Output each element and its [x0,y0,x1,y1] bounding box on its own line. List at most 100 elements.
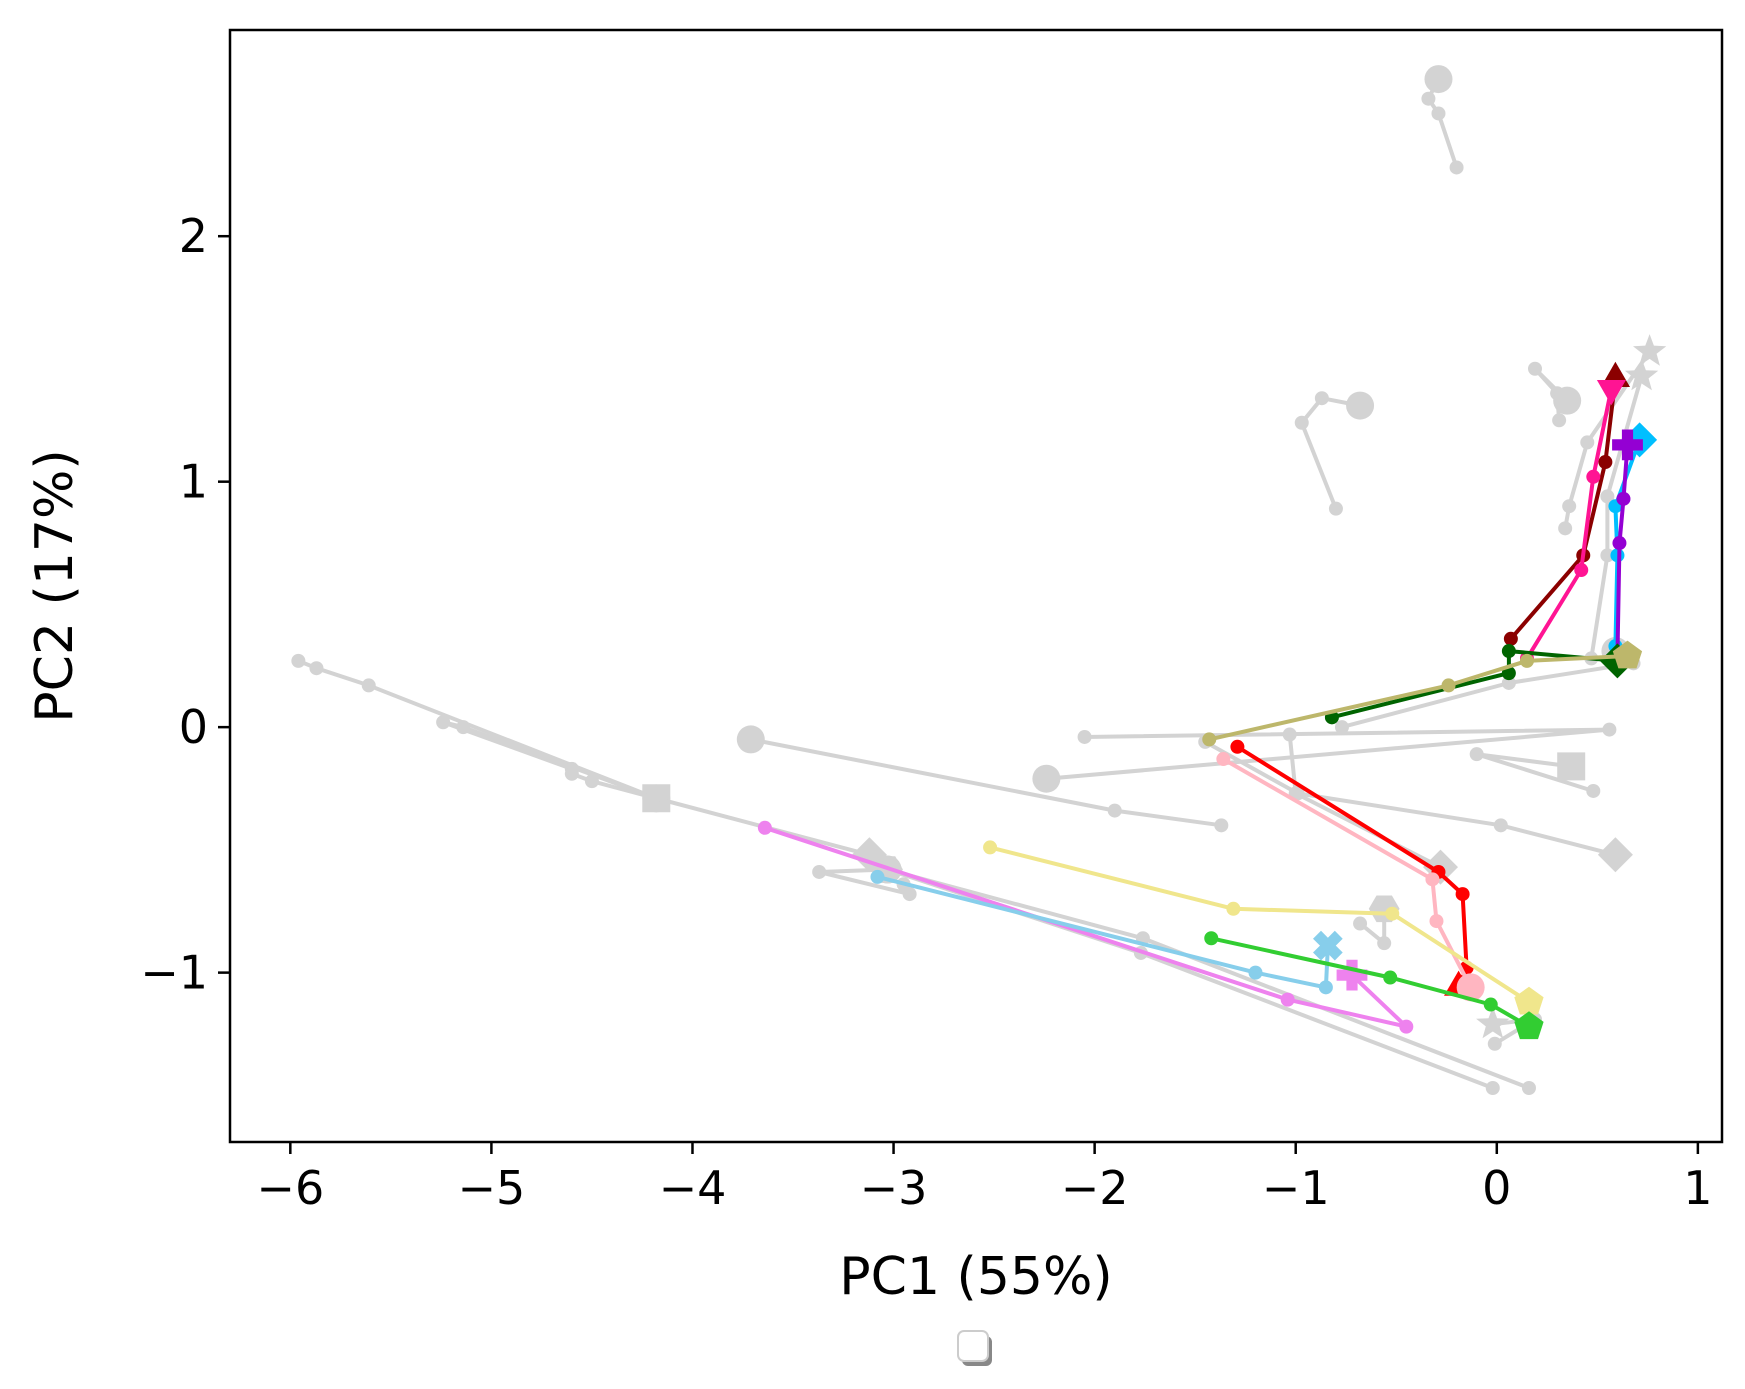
highlight-point [1216,752,1231,767]
background-series-line [1204,740,1616,857]
highlight-series-line [1525,387,1614,660]
y-axis-ticks: −1 0 1 2 [140,209,230,1000]
highlight-point [1230,739,1245,754]
highlight-series-line [1331,649,1618,720]
background-point [1214,818,1229,833]
x-tick-label: −3 [860,1161,928,1215]
highlight-point [1318,980,1333,995]
background-point [1449,160,1464,175]
background-start-marker [1553,386,1582,415]
legend-box [957,1330,992,1366]
background-point [309,661,324,676]
y-tick-label: 0 [179,700,208,754]
highlight-series-line [1613,439,1642,647]
highlight-point [1280,992,1295,1007]
highlight-point [1226,901,1241,916]
highlight-point [1204,931,1219,946]
highlight-series-11 [1202,640,1643,747]
background-series-0 [1421,65,1464,175]
highlight-point [1455,887,1470,902]
background-point [1282,727,1297,742]
background-start-marker [1476,1006,1510,1039]
background-point [1294,415,1309,430]
background-start-marker [736,725,765,754]
highlight-point [870,869,885,884]
highlight-point [1248,965,1263,980]
highlight-start-marker [1612,640,1643,669]
highlight-start-marker [1596,380,1626,406]
background-point [1353,916,1368,931]
background-point [1600,489,1615,504]
highlight-point [1425,872,1440,887]
background-point [1469,747,1484,762]
background-point [1562,499,1577,514]
highlight-point [1612,536,1627,551]
x-tick-label: −5 [457,1161,525,1215]
highlight-series-line [1615,444,1630,659]
x-tick-label: −1 [1262,1161,1330,1215]
highlight-start-marker [1514,986,1544,1015]
background-point [1602,722,1617,737]
highlight-point [1586,469,1601,484]
highlight-series-5 [1204,931,1544,1040]
background-series-14 [1353,895,1400,951]
x-tick-label: 0 [1482,1161,1511,1215]
background-point [456,720,471,735]
background-series-line [1299,396,1361,510]
y-axis-label: PC2 (17%) [25,449,85,722]
highlight-series-4 [983,840,1544,1015]
background-point [1501,675,1516,690]
background-start-marker [1597,837,1633,873]
background-point [1493,818,1508,833]
plot-area [291,65,1667,1095]
background-series-line [1563,350,1652,529]
background-point [1421,91,1436,106]
highlight-point [1519,653,1534,668]
background-point [1521,1080,1536,1095]
background-series-line [441,720,657,801]
background-start-marker [1557,752,1586,781]
background-point [1107,803,1122,818]
background-point [1077,729,1092,744]
axes-frame [228,28,1724,1144]
background-series-1 [1294,391,1375,516]
x-axis-label: PC1 (55%) [839,1247,1112,1307]
highlight-point [1385,906,1400,921]
highlight-start-marker [1313,930,1343,961]
highlight-series-line [1208,654,1628,742]
highlight-series-line [1509,378,1618,641]
background-point [1431,106,1446,121]
background-point [1487,1036,1502,1051]
x-tick-label: −4 [659,1161,727,1215]
background-point [1314,391,1329,406]
background-point [1377,936,1392,951]
highlight-start-marker [1336,959,1368,991]
background-start-marker [1032,764,1061,793]
background-point [1558,521,1573,536]
highlight-point [1616,491,1631,506]
x-tick-label: −2 [1061,1161,1129,1215]
highlight-series-3 [870,869,1343,995]
background-point [291,653,306,668]
highlight-point [1441,678,1456,693]
highlight-point [1429,914,1444,929]
background-point [812,864,827,879]
x-tick-label: 1 [1683,1161,1712,1215]
background-point [361,678,376,693]
background-series-10 [1032,722,1617,793]
x-axis-ticks: −6 −5 −4 −3 −2 −1 0 1 [256,1142,1713,1215]
x-tick-label: −6 [256,1161,324,1215]
background-point [1485,1080,1500,1095]
y-tick-label: −1 [140,946,208,1000]
background-start-marker [1424,65,1453,94]
highlight-point [1598,455,1613,470]
background-point [1600,548,1615,563]
highlight-point [1383,970,1398,985]
background-series-2 [1527,361,1582,428]
highlight-series-line [877,874,1330,990]
background-point [1586,783,1601,798]
highlight-point [1503,631,1518,646]
background-series-7 [1469,747,1601,798]
